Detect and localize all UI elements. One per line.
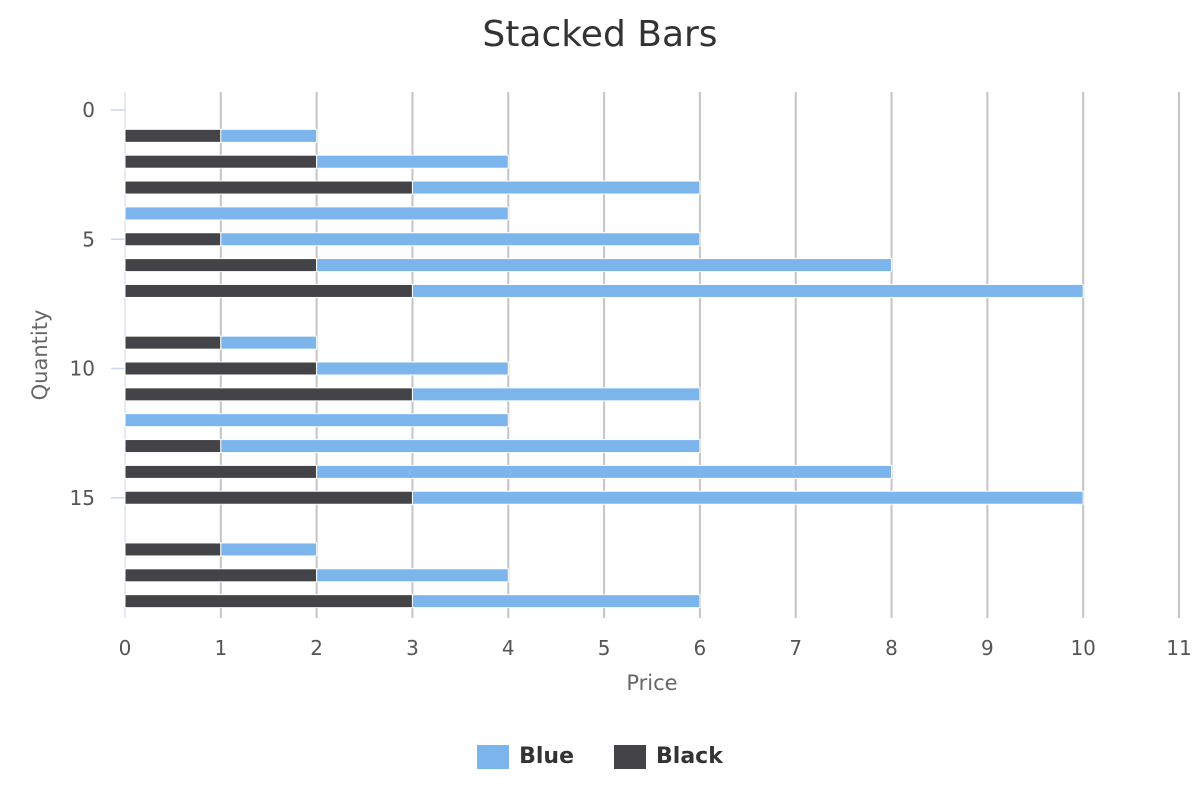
bar-blue-14 <box>316 464 893 479</box>
bar-blue-18 <box>316 568 509 583</box>
bar-black-17 <box>124 542 222 557</box>
x-tick-label-2: 2 <box>310 636 323 660</box>
bar-black-10 <box>124 361 318 376</box>
bar-black-15 <box>124 490 413 505</box>
y-tick-label-10: 10 <box>70 357 95 381</box>
legend: Blue Black <box>0 744 1200 769</box>
bar-blue-17 <box>220 542 318 557</box>
bar-blue-12 <box>124 413 509 428</box>
bar-black-2 <box>124 154 318 169</box>
legend-swatch-blue <box>477 744 510 769</box>
bar-blue-11 <box>411 387 701 402</box>
x-axis-title: Price <box>626 671 677 695</box>
bar-blue-13 <box>220 439 701 454</box>
bar-blue-5 <box>220 232 701 247</box>
bar-black-1 <box>124 128 222 143</box>
bar-blue-15 <box>411 490 1084 505</box>
y-tick-label-0: 0 <box>82 98 95 122</box>
chart-title: Stacked Bars <box>482 14 718 55</box>
legend-label-black: Black <box>656 744 723 769</box>
bar-black-3 <box>124 180 413 195</box>
bar-black-11 <box>124 387 413 402</box>
x-tick-label-10: 10 <box>1070 636 1095 660</box>
x-tick-label-9: 9 <box>981 636 994 660</box>
x-tick-label-5: 5 <box>598 636 611 660</box>
legend-item-black[interactable]: Black <box>614 744 723 769</box>
x-tick-label-4: 4 <box>502 636 515 660</box>
bar-black-14 <box>124 464 318 479</box>
bar-black-7 <box>124 283 413 298</box>
x-tick-label-7: 7 <box>789 636 802 660</box>
bar-blue-4 <box>124 206 509 221</box>
bar-black-19 <box>124 594 413 609</box>
x-tick-label-6: 6 <box>694 636 707 660</box>
bar-black-18 <box>124 568 318 583</box>
bar-blue-3 <box>411 180 701 195</box>
x-tick-label-0: 0 <box>119 636 132 660</box>
bar-black-13 <box>124 439 222 454</box>
bar-blue-6 <box>316 258 893 273</box>
legend-label-blue: Blue <box>519 744 575 769</box>
bar-blue-1 <box>220 128 318 143</box>
bar-blue-19 <box>411 594 701 609</box>
legend-item-blue[interactable]: Blue <box>477 744 574 769</box>
legend-swatch-black <box>614 744 647 769</box>
y-tick-label-15: 15 <box>70 486 95 510</box>
bar-blue-7 <box>411 283 1084 298</box>
x-tick-label-1: 1 <box>214 636 227 660</box>
bar-black-9 <box>124 335 222 350</box>
bar-black-6 <box>124 258 318 273</box>
x-tick-label-8: 8 <box>885 636 898 660</box>
bar-black-5 <box>124 232 222 247</box>
x-tick-label-3: 3 <box>406 636 419 660</box>
bar-blue-10 <box>316 361 509 376</box>
bar-blue-2 <box>316 154 509 169</box>
y-axis-title: Quantity <box>28 310 52 401</box>
y-tick-label-5: 5 <box>82 227 95 251</box>
x-tick-label-11: 11 <box>1166 636 1191 660</box>
bar-blue-9 <box>220 335 318 350</box>
